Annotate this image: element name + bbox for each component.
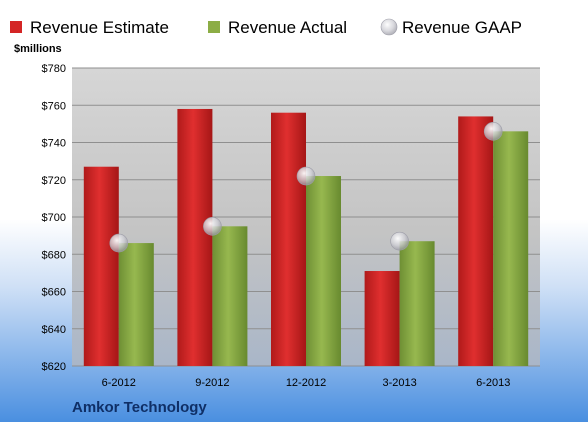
company-name: Amkor Technology [72,399,207,416]
bar-revenue-estimate [271,112,306,366]
legend-swatch [380,18,398,36]
bar-revenue-estimate [83,166,119,366]
marker-revenue-gaap [296,166,316,186]
y-axis-label: $millions [14,43,62,55]
y-tick-label: $740 [42,138,66,150]
bar-revenue-actual [306,176,341,366]
bar-revenue-actual [212,226,248,366]
y-tick-label: $760 [42,100,66,112]
x-tick-label: 6-2013 [476,377,510,389]
y-tick-label: $680 [42,249,66,261]
legend: Revenue Estimate Revenue Actual Revenue GA… [10,18,522,37]
marker-revenue-gaap [109,233,129,253]
y-tick-label: $700 [42,212,66,224]
y-tick-label: $620 [42,361,66,373]
bar-revenue-actual [118,243,154,366]
bar-revenue-actual [399,241,435,366]
bar-revenue-estimate [364,271,400,366]
bar-revenue-estimate [458,116,494,366]
y-axis: $620 $640 $660 $680 $700 $720 $740 $760 $780 [42,63,66,373]
marker-revenue-gaap [203,217,222,236]
y-tick-label: $720 [42,175,66,187]
bar-revenue-actual [493,131,529,366]
x-tick-label: 6-2012 [102,377,136,389]
y-tick-label: $640 [42,324,66,336]
legend-swatch [208,21,220,33]
marker-revenue-gaap [483,122,503,141]
legend-label: Revenue Estimate [30,18,169,37]
y-tick-label: $660 [42,287,66,299]
marker-revenue-gaap [390,231,409,251]
gaap-markers [109,122,503,253]
x-tick-label: 12-2012 [286,377,326,389]
bar-revenue-estimate [177,108,213,366]
legend-label: Revenue Actual [228,18,347,37]
legend-label: Revenue GAAP [402,18,522,37]
legend-swatch [10,21,22,33]
y-tick-label: $780 [42,63,66,75]
x-tick-label: 9-2012 [195,377,229,389]
x-axis: 6-2012 9-2012 12-2012 3-2013 6-2013 [102,377,511,389]
bars [83,108,529,366]
x-tick-label: 3-2013 [382,377,416,389]
